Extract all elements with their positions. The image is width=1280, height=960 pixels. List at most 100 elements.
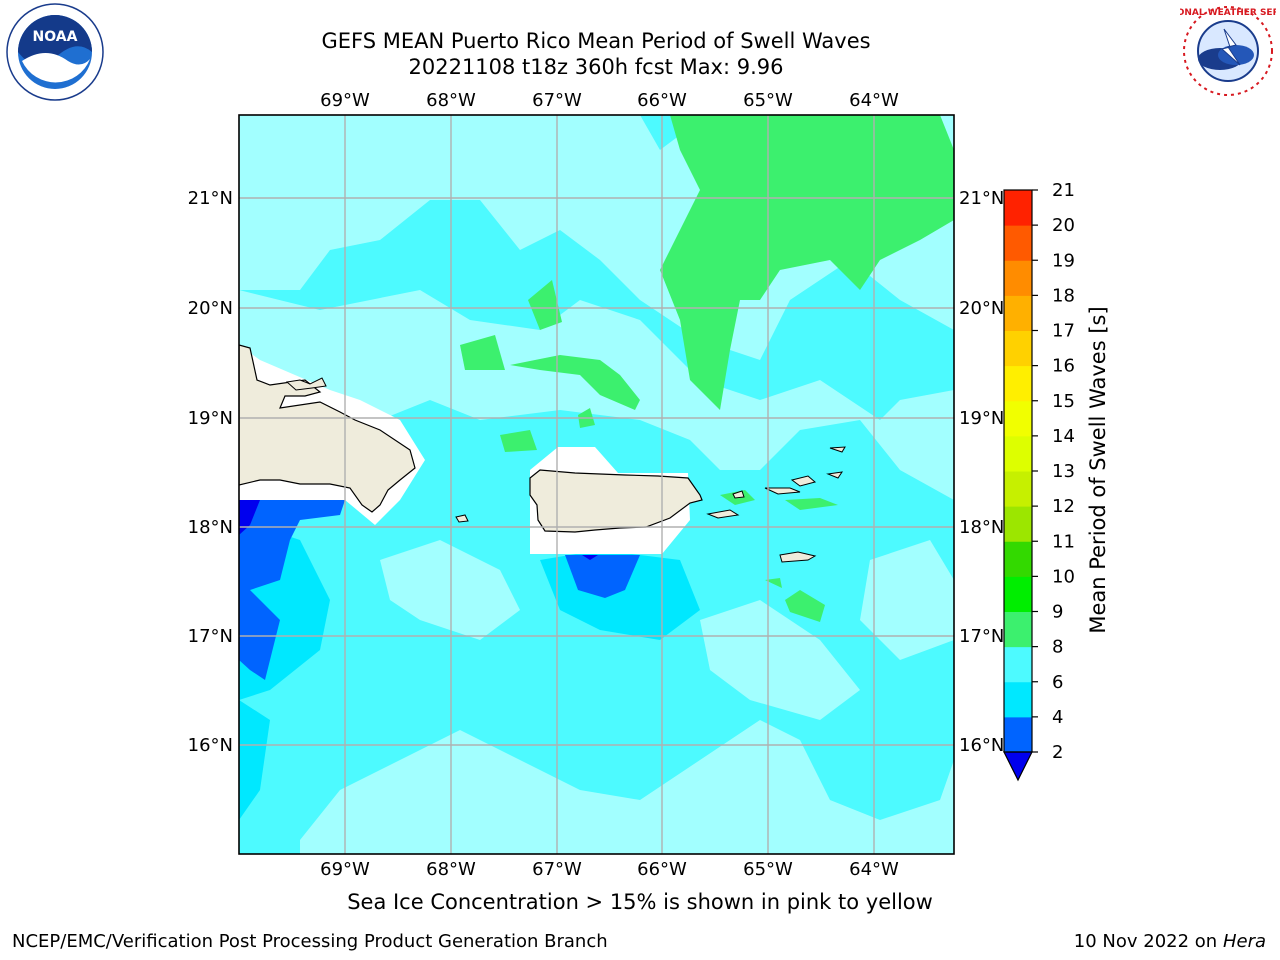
contour-9-10-patch-7 <box>785 498 838 510</box>
lon-label-top: 68°W <box>426 90 476 111</box>
culebra-island <box>732 490 745 499</box>
st-thomas-island <box>764 487 801 495</box>
lon-label-bottom: 67°W <box>532 859 582 880</box>
lat-label-right: 21°N <box>959 188 1004 209</box>
credit-date: 10 Nov 2022 on Hera <box>1074 931 1266 952</box>
lat-label-right: 20°N <box>959 298 1004 319</box>
contour-8-9-patch-1 <box>380 540 520 640</box>
colorbar-segment <box>1004 400 1032 437</box>
graticule <box>239 115 954 854</box>
colorbar: 2 4 6 8 9 10 11 12 13 14 15 16 17 18 19 20 21 <box>1003 180 1075 782</box>
nws-logo: NATIONAL WEATHER SERVICE <box>1180 5 1276 97</box>
nws-logo-text: NATIONAL WEATHER SERVICE <box>1180 8 1276 18</box>
colorbar-tick-label: 6 <box>1052 672 1063 693</box>
colorbar-tick-label: 21 <box>1052 180 1075 201</box>
vieques-island <box>706 509 740 519</box>
contour-9-10-patch-8 <box>785 590 825 622</box>
lat-label-left: 19°N <box>188 408 233 429</box>
contour-8-9-patch-2 <box>700 600 860 720</box>
lon-label-top: 69°W <box>320 90 370 111</box>
lon-label-bottom: 68°W <box>426 859 476 880</box>
lat-label-left: 18°N <box>188 517 233 538</box>
contour-9-10-patch-3 <box>510 355 640 410</box>
colorbar-segment <box>1004 506 1032 542</box>
credit-date-text: 10 Nov 2022 on <box>1073 931 1218 952</box>
lon-label-top: 67°W <box>532 90 582 111</box>
colorbar-segment <box>1004 716 1032 753</box>
colorbar-segment <box>1004 681 1032 718</box>
contour-8-9-south <box>300 720 954 854</box>
contour-below-2 <box>239 500 260 535</box>
puerto-rico-land <box>529 469 703 533</box>
colorbar-segment <box>1004 471 1032 507</box>
mona-island <box>455 514 469 523</box>
contour-9-10-patch-1 <box>528 280 562 330</box>
contour-9-10-patch-9 <box>765 578 782 588</box>
st-croix-island <box>779 551 817 563</box>
noaa-logo-text: NOAA <box>33 29 78 45</box>
lon-label-top: 65°W <box>743 90 793 111</box>
colorbar-tick-label: 12 <box>1052 496 1075 517</box>
contour-below-2-patch <box>582 555 598 560</box>
lat-label-left: 20°N <box>188 298 233 319</box>
colorbar-segment <box>1004 295 1032 331</box>
lat-label-left: 16°N <box>188 735 233 756</box>
colorbar-tick-label: 16 <box>1052 356 1075 377</box>
noaa-logo: NOAA <box>6 3 104 101</box>
colorbar-under-triangle <box>1003 751 1033 782</box>
plot-frame <box>238 114 955 855</box>
colorbar-tick-label: 18 <box>1052 285 1075 306</box>
contour-9-10-patch-2 <box>460 335 505 370</box>
colorbar-segment <box>1004 225 1032 261</box>
colorbar-tick-label: 19 <box>1052 250 1075 271</box>
colorbar-segment <box>1004 330 1032 367</box>
st-john-island <box>790 475 817 487</box>
contour-9-10-northeast <box>660 115 954 410</box>
lat-label-right: 16°N <box>959 735 1004 756</box>
chart-title: GEFS MEAN Puerto Rico Mean Period of Swe… <box>321 29 871 53</box>
lat-label-right: 18°N <box>959 517 1004 538</box>
credit-branch: NCEP/EMC/Verification Post Processing Pr… <box>12 931 608 952</box>
colorbar-tick-label: 8 <box>1052 637 1063 658</box>
credit-host: Hera <box>1222 931 1266 952</box>
lat-label-right: 17°N <box>959 626 1004 647</box>
contour-2-4-south-pr <box>565 555 640 598</box>
colorbar-segment <box>1004 365 1032 402</box>
colorbar-tick-label: 4 <box>1052 707 1063 728</box>
colorbar-segment <box>1004 260 1032 296</box>
lon-label-bottom: 66°W <box>637 859 687 880</box>
anegada-island <box>829 446 846 453</box>
tortuga-island <box>285 377 327 391</box>
colorbar-tick-label: 2 <box>1052 742 1063 763</box>
lon-label-bottom: 64°W <box>849 859 899 880</box>
colorbar-tick-label: 20 <box>1052 215 1075 236</box>
lat-label-left: 17°N <box>188 626 233 647</box>
colorbar-segment <box>1004 190 1032 226</box>
contour-8-9-patch-3 <box>860 540 954 660</box>
colorbar-segment <box>1004 646 1032 683</box>
colorbar-segment <box>1004 576 1032 612</box>
colorbar-segment <box>1004 541 1032 577</box>
sea-ice-note: Sea Ice Concentration > 15% is shown in … <box>347 890 933 914</box>
lon-label-top: 64°W <box>849 90 899 111</box>
contour-9-10-patch-4 <box>500 430 537 452</box>
chart-subtitle: 20221108 t18z 360h fcst Max: 9.96 <box>408 55 784 79</box>
colorbar-tick-label: 15 <box>1052 391 1075 412</box>
contour-field <box>239 115 954 854</box>
colorbar-segment <box>1004 435 1032 472</box>
colorbar-tick-label: 11 <box>1052 531 1075 552</box>
contour-2-4-west <box>239 500 345 680</box>
colorbar-segment <box>1004 611 1032 648</box>
lon-label-bottom: 69°W <box>320 859 370 880</box>
contour-4-6-southwest <box>239 700 270 820</box>
lon-label-bottom: 65°W <box>743 859 793 880</box>
lat-label-left: 21°N <box>188 188 233 209</box>
colorbar-tick-label: 13 <box>1052 461 1075 482</box>
colorbar-label: Mean Period of Swell Waves [s] <box>1086 306 1110 633</box>
colorbar-tick-label: 9 <box>1052 602 1063 623</box>
colorbar-tick-label: 17 <box>1052 321 1075 342</box>
colorbar-tick-label: 10 <box>1052 566 1075 587</box>
colorbar-tick-label: 14 <box>1052 426 1075 447</box>
lon-label-top: 66°W <box>637 90 687 111</box>
